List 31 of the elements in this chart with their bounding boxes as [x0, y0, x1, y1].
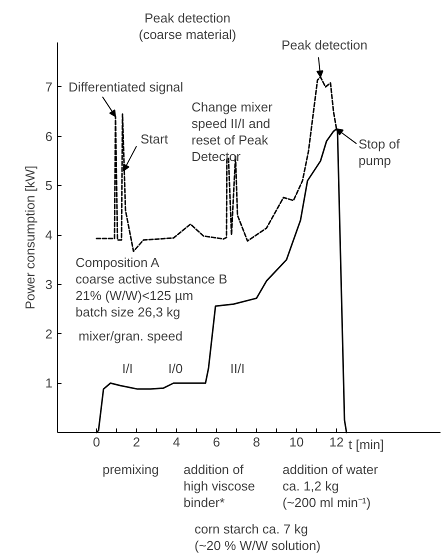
y-tick-label: 1: [45, 376, 53, 391]
text: corn starch ca. 7 kg (~20 % W/W solution): [194, 521, 321, 553]
y-axis-title: Power consumption [kW]: [22, 166, 38, 310]
y-tick-label: 6: [45, 128, 53, 144]
x-tick-label: 2: [132, 434, 140, 450]
annotation: Start: [140, 131, 168, 146]
y-tick-label: 7: [45, 79, 53, 94]
annotation: I/0: [168, 360, 183, 376]
x-tick-label: 12: [329, 434, 344, 450]
annotation: Composition A coarse active substance B 21% (W/W)<125 µm batch size 26,3 kg: [76, 254, 228, 320]
y-tick-label: 3: [45, 276, 53, 292]
text: Peak detection (coarse material): [138, 10, 236, 42]
annotation: I/I: [122, 360, 133, 376]
y-tick-label: 2: [45, 326, 53, 342]
x-tick-label: 4: [172, 434, 180, 450]
x-tick-label: 10: [289, 434, 304, 450]
y-tick-label: 5: [45, 178, 53, 194]
annotation: Change mixer speed II/I and reset of Peak Detector: [192, 99, 274, 164]
x-axis-title: t [min]: [348, 437, 384, 452]
annotation: II/I: [230, 360, 245, 376]
x-tick-label: 0: [92, 434, 100, 450]
annotation: Peak detection: [282, 37, 368, 52]
text: premixing: [102, 462, 159, 478]
text: addition of high viscose binder*: [184, 462, 256, 510]
x-tick-label: 8: [252, 434, 260, 450]
annotation: Stop of pump: [358, 136, 400, 168]
annotation: mixer/gran. speed: [78, 328, 183, 344]
y-tick-label: 4: [45, 228, 53, 243]
x-tick-label: 6: [212, 434, 220, 450]
annotation: Differentiated signal: [68, 79, 184, 94]
text: addition of water ca. 1,2 kg (~200 ml min⁻¹): [282, 462, 379, 510]
